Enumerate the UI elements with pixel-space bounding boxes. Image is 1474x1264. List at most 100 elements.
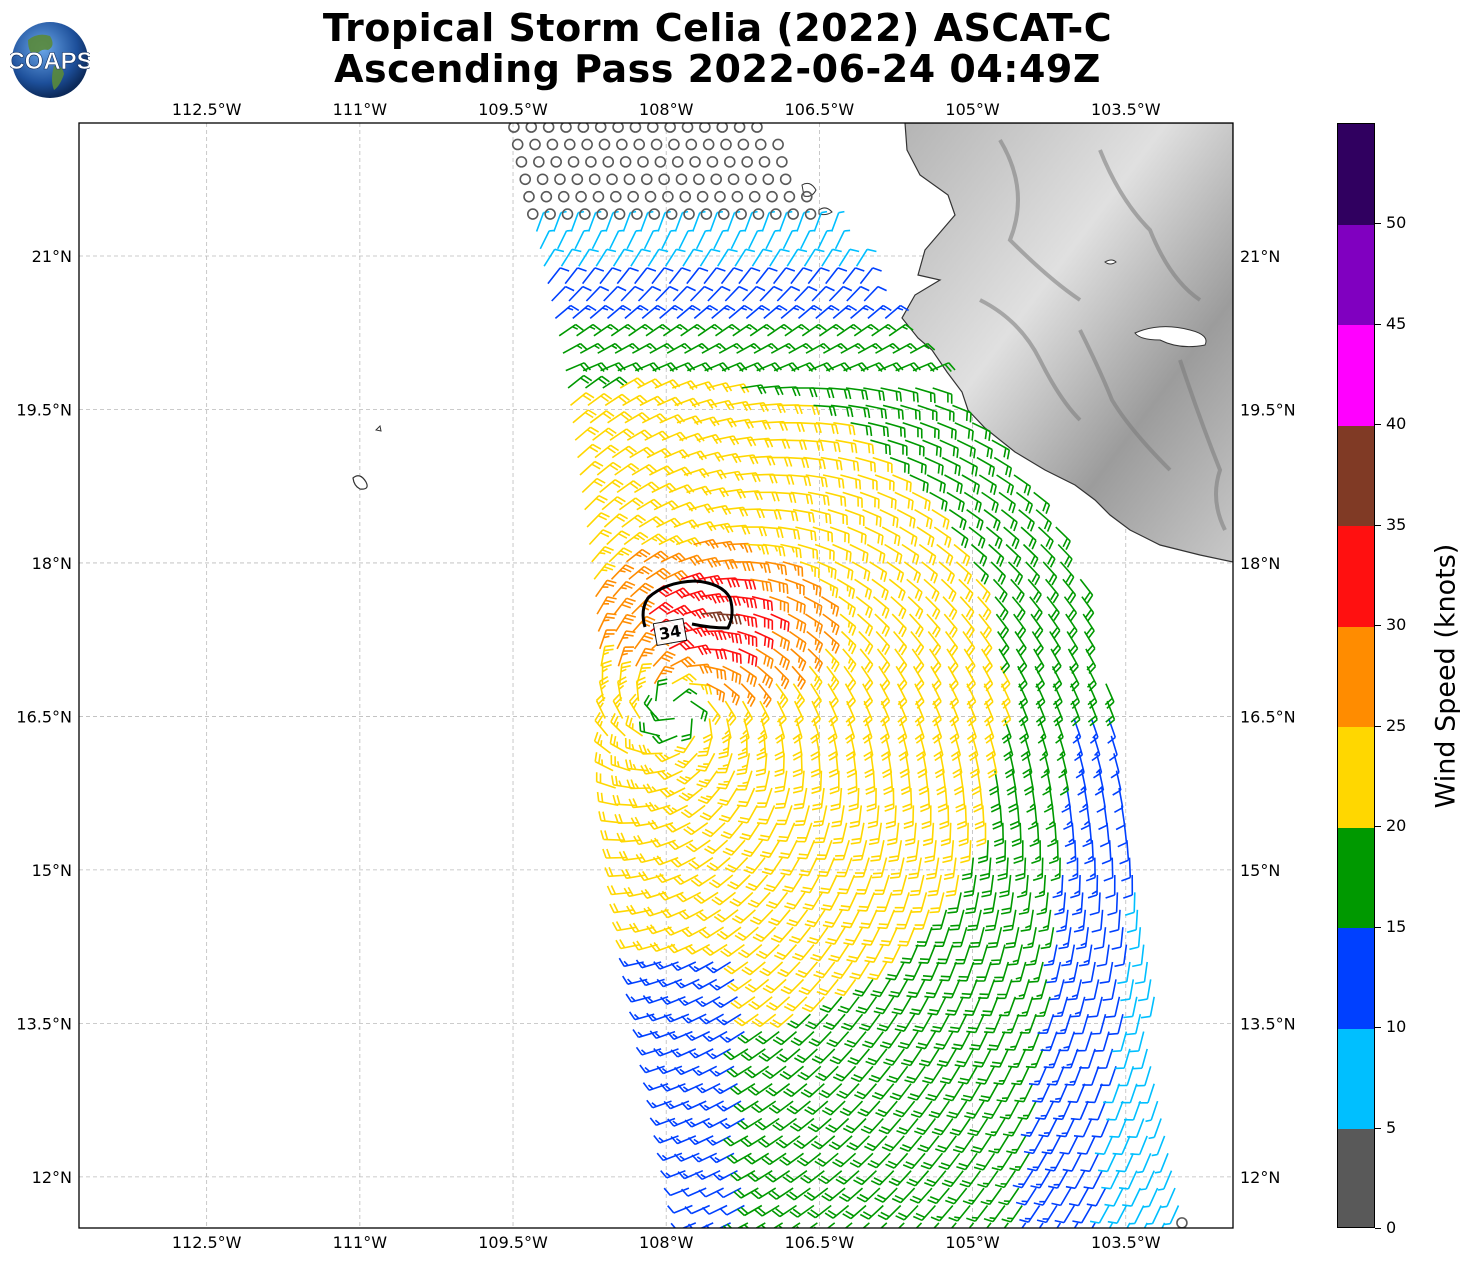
wind-barb xyxy=(745,543,770,555)
wind-barb xyxy=(968,1222,975,1228)
wind-barb xyxy=(1148,1118,1162,1140)
wind-barb xyxy=(987,927,1003,949)
wind-barb xyxy=(577,123,590,133)
wind-barb xyxy=(702,630,727,641)
wind-barb xyxy=(650,711,675,722)
wind-barb xyxy=(902,787,913,813)
wind-barb xyxy=(806,630,824,654)
wind-barb xyxy=(796,1152,822,1167)
wind-barb xyxy=(1154,1153,1169,1174)
wind-barb xyxy=(945,874,960,897)
colorbar-tick xyxy=(1375,926,1381,928)
wind-barb xyxy=(1005,927,1020,949)
lake-chapala xyxy=(1134,326,1207,348)
wind-barb xyxy=(828,387,852,400)
wind-barb xyxy=(563,138,576,151)
wind-barb xyxy=(678,554,704,566)
wind-barb xyxy=(690,874,716,887)
wind-barb xyxy=(705,1048,731,1060)
wind-barb xyxy=(895,1204,919,1221)
wind-barb xyxy=(645,323,671,337)
wind-barb xyxy=(1070,996,1086,1018)
islas-tres-marias xyxy=(801,182,833,216)
wind-barb xyxy=(681,1013,707,1024)
wind-barb xyxy=(849,1222,870,1228)
wind-barb xyxy=(741,156,753,168)
colorbar-segment xyxy=(1338,626,1374,728)
wind-barb xyxy=(761,857,783,875)
wind-barb xyxy=(794,1048,818,1064)
wind-barb xyxy=(616,832,641,843)
lat-label-right: 15°N xyxy=(1240,861,1280,880)
wind-barb xyxy=(649,1117,676,1127)
wind-barb xyxy=(881,1135,905,1152)
wind-barb xyxy=(733,1187,759,1199)
wind-barb xyxy=(1032,857,1044,882)
wind-barb xyxy=(1123,1100,1142,1121)
wind-barb xyxy=(1036,892,1049,916)
wind-barb xyxy=(777,822,796,842)
wind-barb xyxy=(1126,909,1139,934)
wind-barb xyxy=(1032,1083,1051,1103)
terrain-ridges xyxy=(979,138,1227,531)
wind-barb xyxy=(959,1170,982,1188)
wind-barb xyxy=(877,491,897,510)
wind-barb xyxy=(523,190,535,203)
wind-barb xyxy=(759,961,784,977)
wind-barb xyxy=(961,613,975,639)
wind-barb xyxy=(1073,1013,1089,1035)
wind-barb xyxy=(737,1030,763,1044)
wind-barb xyxy=(1119,840,1130,865)
wind-barb xyxy=(536,173,549,186)
wind-barb xyxy=(825,267,848,285)
wind-barb xyxy=(820,892,841,911)
wind-barb xyxy=(1035,1100,1055,1120)
wind-barb xyxy=(801,323,827,337)
wind-barb xyxy=(717,248,738,267)
colorbar-tick-label: 50 xyxy=(1386,213,1407,233)
wind-barb xyxy=(687,1135,714,1146)
wind-barb xyxy=(1022,927,1037,949)
wind-barb xyxy=(903,805,915,829)
wind-barb xyxy=(909,474,929,493)
wind-barb xyxy=(823,342,849,354)
wind-barb xyxy=(1005,543,1022,568)
wind-barb xyxy=(625,715,644,737)
wind-barb xyxy=(885,961,905,981)
wind-barb xyxy=(554,173,566,186)
wind-barb xyxy=(715,577,740,588)
wind-barb xyxy=(878,1117,902,1135)
wind-barb xyxy=(966,700,977,727)
wind-barb xyxy=(810,683,822,709)
wind-barb xyxy=(579,342,606,354)
wind-barb xyxy=(663,1100,690,1110)
wind-barb xyxy=(849,1152,874,1168)
wind-barb xyxy=(981,1100,1003,1120)
wind-barb xyxy=(912,1013,933,1033)
wind-barb xyxy=(843,926,864,946)
wind-barb xyxy=(698,1187,724,1198)
wind-barb xyxy=(850,822,865,845)
wind-barb xyxy=(951,526,969,549)
wind-barb xyxy=(1020,1118,1041,1137)
wind-barb xyxy=(891,874,908,896)
wind-barb xyxy=(731,190,744,203)
wind-barb xyxy=(765,561,788,576)
wind-barb xyxy=(611,921,637,932)
wind-barb xyxy=(795,961,819,978)
wind-barb xyxy=(790,491,814,505)
wind-barb xyxy=(914,1118,937,1136)
colorbar-tick-label: 35 xyxy=(1386,514,1407,534)
wind-barb xyxy=(929,892,945,914)
wind-barb xyxy=(610,712,626,737)
wind-barb xyxy=(969,926,985,948)
wind-barb xyxy=(564,267,587,285)
wind-barb xyxy=(980,1187,1003,1206)
wind-barb xyxy=(849,805,863,828)
wind-barb xyxy=(1107,892,1119,916)
wind-barb xyxy=(871,323,897,337)
wind-barb xyxy=(1053,700,1064,727)
wind-barb xyxy=(1087,996,1103,1018)
wind-barb xyxy=(940,578,957,603)
wind-barb xyxy=(716,452,742,464)
